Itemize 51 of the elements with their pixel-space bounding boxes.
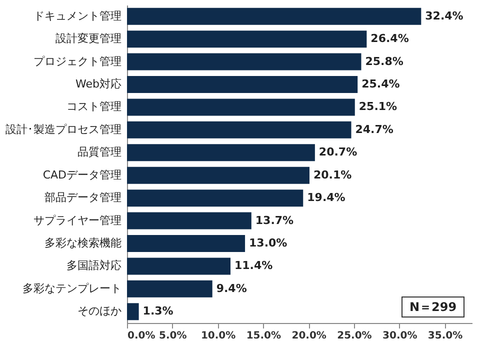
bar xyxy=(127,190,304,207)
y-tick-label: そのほか xyxy=(78,304,122,318)
data-label: 13.7% xyxy=(255,214,294,227)
x-tick-label: 20.0% xyxy=(292,330,326,342)
y-tick-label: 多彩な検索機能 xyxy=(44,236,122,250)
y-tick-label: 多彩なテンプレート xyxy=(22,282,122,295)
x-tick-label: 30.0% xyxy=(382,330,418,342)
data-label: 20.1% xyxy=(313,168,352,182)
bar xyxy=(127,53,362,70)
y-tick-label: 多国語対応 xyxy=(66,259,122,272)
bar xyxy=(127,30,367,48)
x-tick-label: 25.0% xyxy=(337,330,372,342)
data-label: 25.4% xyxy=(362,78,400,90)
x-tick-label: 10.0% xyxy=(200,330,236,342)
bar xyxy=(127,280,212,298)
bar xyxy=(127,303,139,320)
y-tick-label: 設計変更管理 xyxy=(56,32,122,46)
bar xyxy=(127,121,352,138)
y-tick-label: 部品データ管理 xyxy=(44,191,122,204)
data-label: 25.8% xyxy=(365,54,404,68)
y-tick-label: Web対応 xyxy=(76,78,122,90)
x-tick-label: 5.0% xyxy=(159,330,187,342)
bar xyxy=(127,235,246,252)
annotation: N＝299 xyxy=(409,300,457,314)
bar xyxy=(127,144,315,162)
data-label: 24.7% xyxy=(355,122,394,136)
data-label: 11.4% xyxy=(234,259,273,272)
y-tick-label: コスト管理 xyxy=(66,100,122,114)
data-label: 32.4% xyxy=(425,9,464,22)
data-label: 19.4% xyxy=(307,191,346,204)
bar xyxy=(127,212,252,230)
data-label: 26.4% xyxy=(370,32,409,46)
x-tick-label: 15.0% xyxy=(246,330,282,342)
data-label: 25.1% xyxy=(358,100,398,114)
x-tick-label: 0.0% xyxy=(128,330,156,342)
data-label: 20.7% xyxy=(318,146,358,159)
bar xyxy=(127,166,310,184)
bar xyxy=(127,76,358,93)
bar xyxy=(127,98,355,116)
bar xyxy=(127,258,230,275)
data-label: 13.0% xyxy=(249,236,288,250)
data-label: 1.3% xyxy=(142,304,174,318)
data-label: 9.4% xyxy=(216,282,247,295)
y-tick-label: 設計･製造プロセス管理 xyxy=(6,122,122,136)
y-tick-label: サプライヤー管理 xyxy=(34,214,122,227)
x-tick-label: 35.0% xyxy=(428,330,463,342)
y-tick-label: CADデータ管理 xyxy=(42,168,122,182)
bar xyxy=(127,8,422,25)
y-tick-label: 品質管理 xyxy=(78,146,122,159)
y-tick-label: ドキュメント管理 xyxy=(34,9,122,22)
y-tick-label: プロジェクト管理 xyxy=(34,54,122,68)
